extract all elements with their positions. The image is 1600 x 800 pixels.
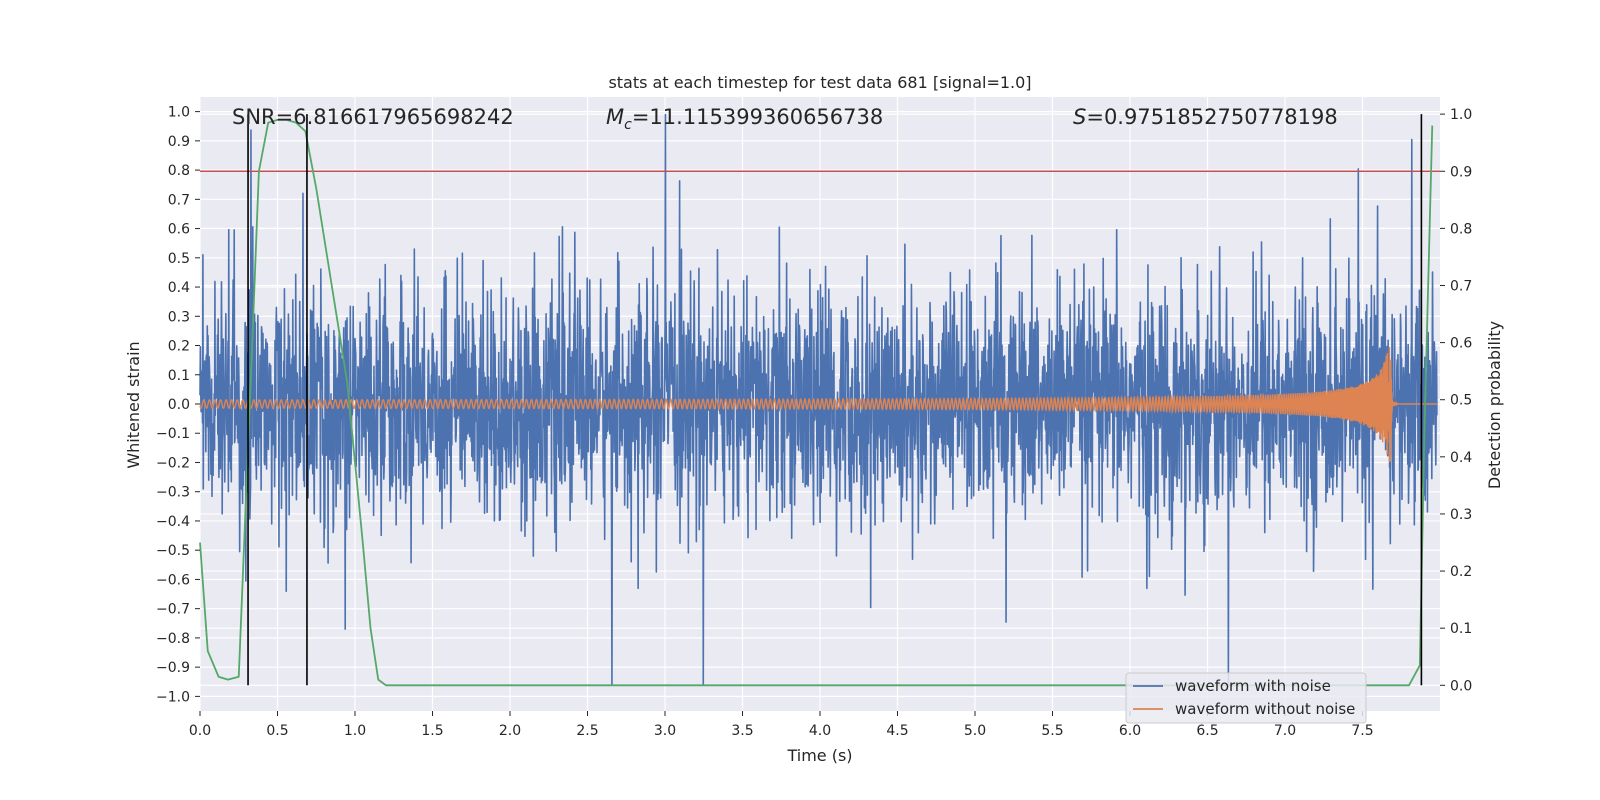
y-left-tick-label: −0.1 [156, 426, 190, 442]
y-left-tick-label: −0.7 [156, 602, 190, 618]
x-axis: 0.0 0.5 1.0 1.5 2.0 2.5 3.0 3.5 4.0 4.5 5.0 5.5 6.0 6… [189, 711, 1374, 739]
x-tick-label: 3.5 [731, 723, 753, 739]
y-left-tick-label: 0.7 [168, 192, 190, 208]
left-y-axis: 1.0 0.9 0.8 0.7 0.6 0.5 0.4 0.3 0.2 0.1 0.0 −0.1 −0.… [156, 105, 200, 705]
x-tick-label: 0.0 [189, 723, 211, 739]
y-right-tick-label: 0.5 [1450, 393, 1472, 409]
x-tick-label: 0.5 [266, 723, 288, 739]
y-right-tick-label: 0.9 [1450, 164, 1472, 180]
series-waveform-without-noise [199, 347, 1437, 463]
y-right-tick-label: 0.2 [1450, 564, 1472, 580]
legend-box [1125, 672, 1367, 724]
legend-label-clean: waveform without noise [1175, 700, 1355, 718]
series-layer [199, 113, 1438, 686]
y-left-tick-label: −0.5 [156, 543, 190, 559]
x-tick-label: 4.0 [809, 723, 831, 739]
x-tick-label: 6.5 [1196, 723, 1218, 739]
y-left-tick-label: −0.3 [156, 485, 190, 501]
y-left-tick-label: 0.6 [168, 222, 190, 238]
y-left-tick-label: 0.9 [168, 134, 190, 150]
x-tick-label: 5.5 [1041, 723, 1063, 739]
x-tick-label: 4.5 [886, 723, 908, 739]
snr-annotation: SNR=6.816617965698242 [232, 105, 514, 129]
x-tick-label: 3.0 [654, 723, 676, 739]
y-left-tick-label: 1.0 [168, 105, 190, 121]
x-tick-label: 1.0 [344, 723, 366, 739]
legend: waveform with noise waveform without noi… [1125, 672, 1367, 724]
y-left-tick-label: −0.6 [156, 572, 190, 588]
x-tick-label: 7.0 [1274, 723, 1296, 739]
y-left-tick-label: −0.8 [156, 631, 190, 647]
s-annotation: S=0.9751852750778198 [1073, 105, 1338, 129]
y-left-tick-label: 0.4 [168, 280, 190, 296]
x-tick-label: 2.0 [499, 723, 521, 739]
y-left-tick-label: 0.8 [168, 163, 190, 179]
legend-label-noise: waveform with noise [1175, 677, 1331, 695]
x-axis-label: Time (s) [786, 746, 852, 765]
y-right-tick-label: 0.3 [1450, 507, 1472, 523]
y-left-tick-label: 0.5 [168, 251, 190, 267]
y-right-tick-label: 0.7 [1450, 278, 1472, 294]
y-left-tick-label: −0.9 [156, 660, 190, 676]
mc-annotation: Mc=11.115399360656738 [606, 105, 883, 133]
y-left-tick-label: 0.3 [168, 309, 190, 325]
y-left-tick-label: −0.4 [156, 514, 190, 530]
y-right-tick-label: 0.6 [1450, 336, 1472, 352]
x-tick-label: 6.0 [1119, 723, 1141, 739]
y-left-tick-label: −1.0 [156, 689, 190, 705]
series-waveform-with-noise [199, 113, 1438, 686]
chart-title: stats at each timestep for test data 681… [608, 73, 1031, 92]
left-y-axis-label: Whitened strain [124, 341, 143, 468]
y-left-tick-label: −0.2 [156, 455, 190, 471]
y-right-tick-label: 0.4 [1450, 450, 1472, 466]
y-left-tick-label: 0.2 [168, 339, 190, 355]
x-tick-label: 7.5 [1351, 723, 1373, 739]
right-y-axis-label: Detection probability [1485, 321, 1504, 489]
y-right-tick-label: 0.1 [1450, 621, 1472, 637]
y-left-tick-label: 0.0 [168, 397, 190, 413]
x-tick-label: 1.5 [421, 723, 443, 739]
y-right-tick-label: 0.0 [1450, 678, 1472, 694]
y-right-tick-label: 1.0 [1450, 107, 1472, 123]
y-right-tick-label: 0.8 [1450, 221, 1472, 237]
x-tick-label: 2.5 [576, 723, 598, 739]
y-left-tick-label: 0.1 [168, 368, 190, 384]
x-tick-label: 5.0 [964, 723, 986, 739]
right-y-axis: 1.0 0.9 0.8 0.7 0.6 0.5 0.4 0.3 0.2 0.1 0.0 [1440, 107, 1472, 694]
